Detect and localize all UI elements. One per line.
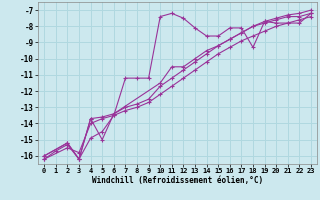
X-axis label: Windchill (Refroidissement éolien,°C): Windchill (Refroidissement éolien,°C) — [92, 176, 263, 185]
